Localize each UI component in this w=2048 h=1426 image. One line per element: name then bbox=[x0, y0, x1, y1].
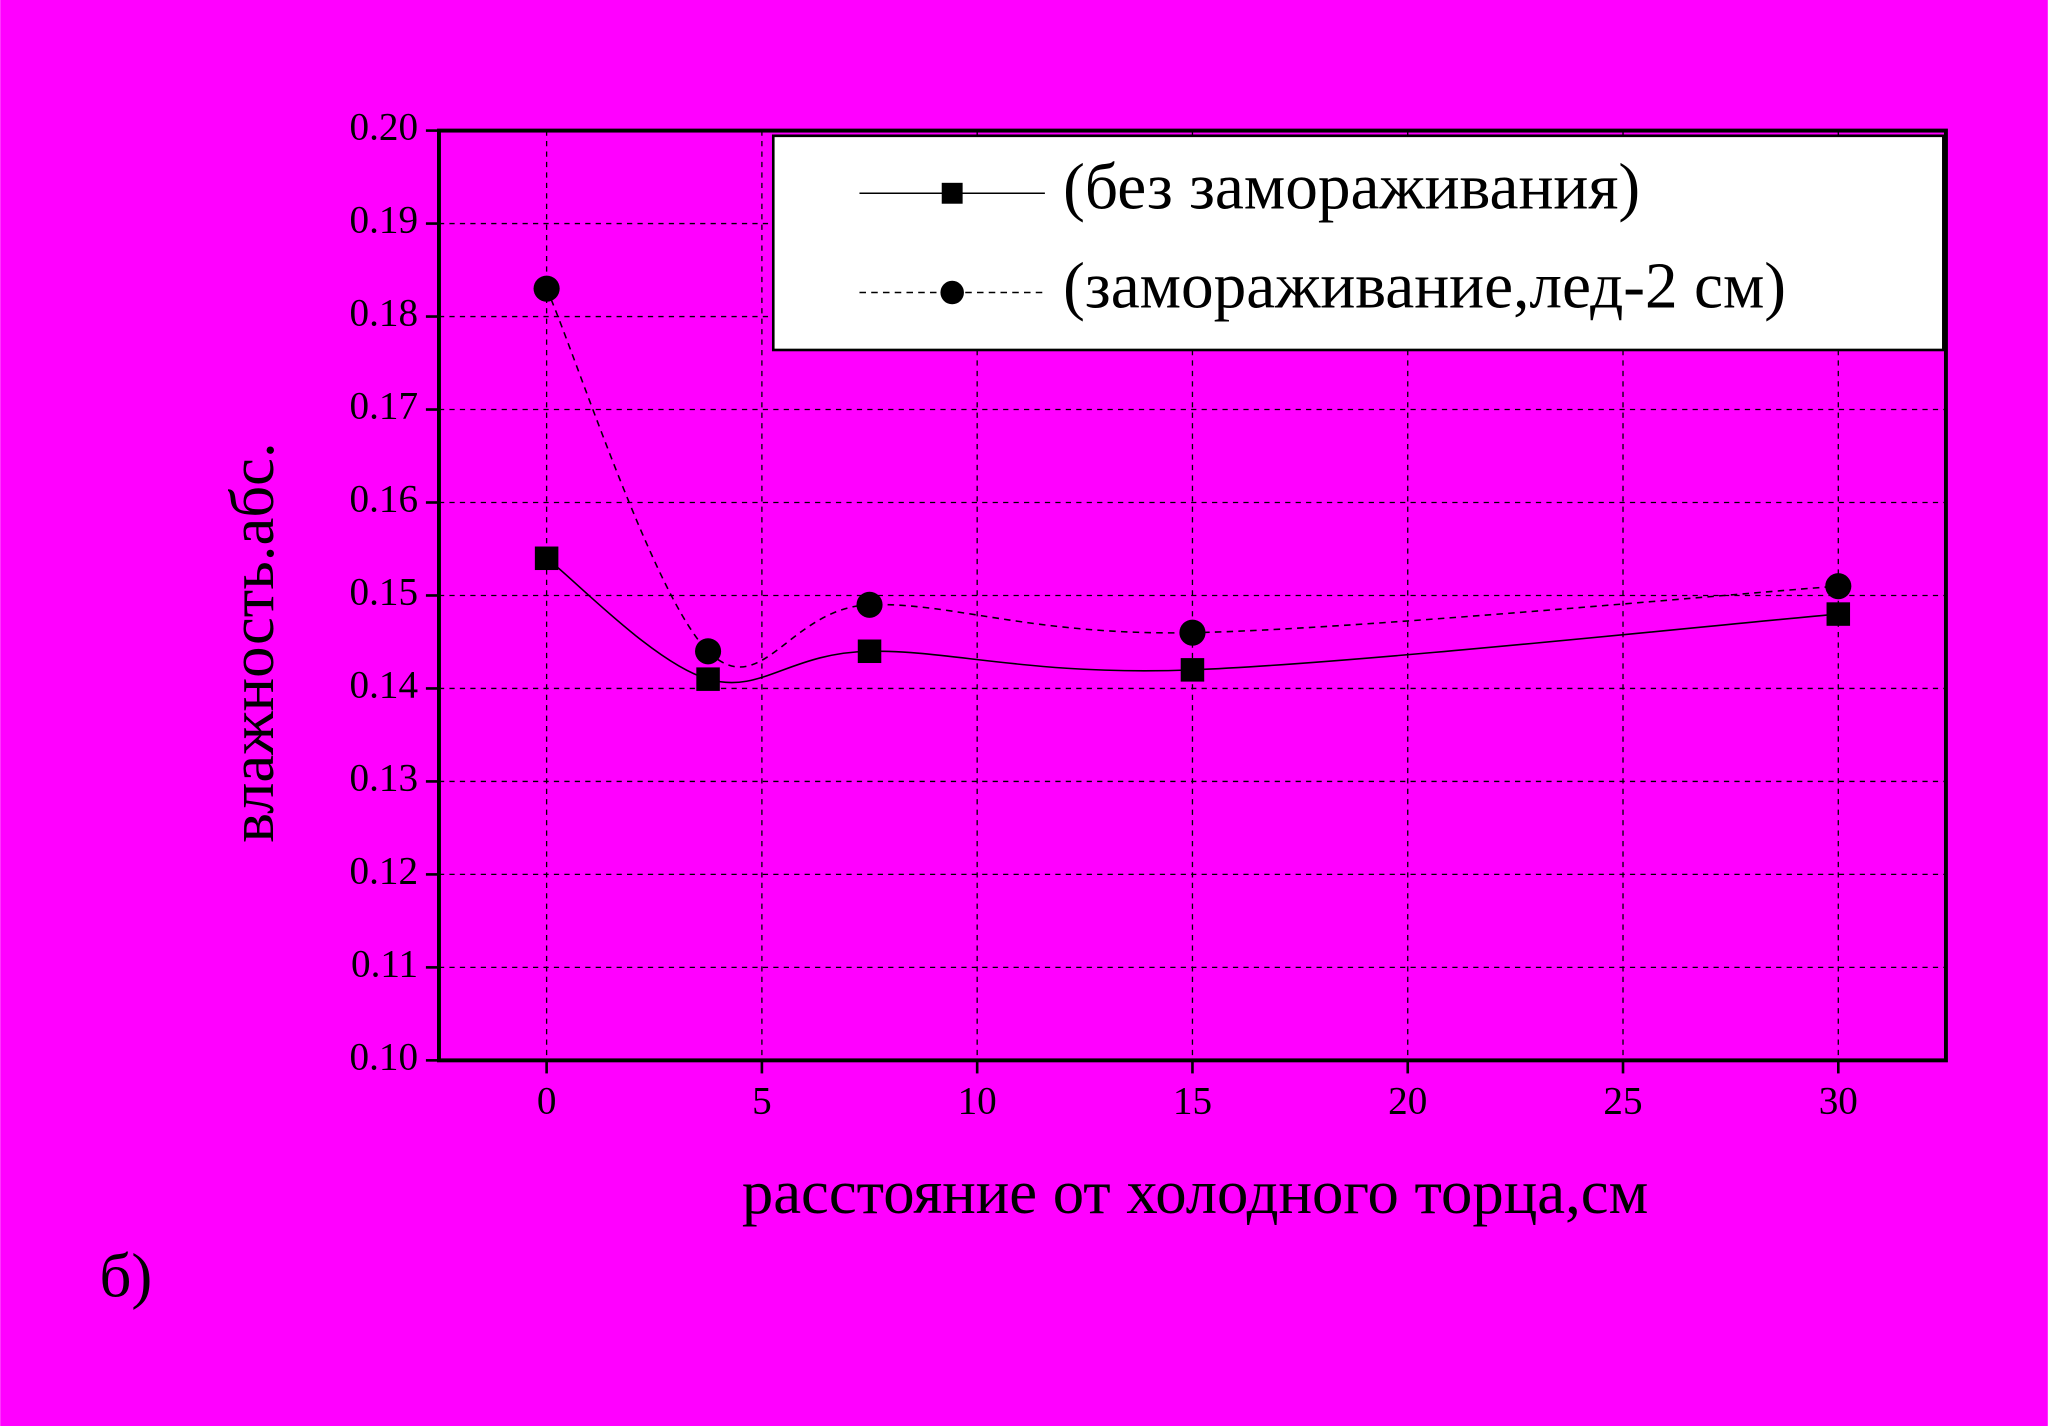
x-axis-label: расстояние от холодного торца,см bbox=[742, 1157, 1648, 1227]
y-tick-label: 0.17 bbox=[350, 385, 419, 428]
y-tick-label: 0.12 bbox=[350, 849, 419, 892]
x-tick-label: 30 bbox=[1819, 1080, 1858, 1123]
x-tick-label: 25 bbox=[1603, 1080, 1642, 1123]
legend-box bbox=[771, 134, 1945, 352]
y-tick-label: 0.13 bbox=[350, 756, 419, 799]
x-tick-label: 15 bbox=[1173, 1080, 1212, 1123]
y-tick-label: 0.14 bbox=[350, 663, 419, 706]
marker bbox=[857, 639, 882, 664]
y-tick-label: 0.20 bbox=[350, 106, 419, 149]
series-line bbox=[546, 557, 1839, 684]
legend-marker bbox=[941, 182, 963, 204]
marker bbox=[534, 546, 559, 571]
x-tick-label: 10 bbox=[958, 1080, 997, 1123]
x-tick-label: 5 bbox=[752, 1080, 772, 1123]
marker bbox=[533, 275, 560, 302]
legend-label: (без замораживания) bbox=[1063, 151, 1640, 223]
y-tick-label: 0.15 bbox=[350, 570, 419, 613]
y-tick-label: 0.18 bbox=[350, 292, 419, 335]
plot-frame bbox=[437, 128, 1948, 1063]
x-tick-label: 20 bbox=[1388, 1080, 1427, 1123]
marker bbox=[696, 667, 720, 691]
y-tick-label: 0.11 bbox=[351, 942, 418, 985]
marker bbox=[1179, 619, 1206, 646]
marker bbox=[1826, 602, 1851, 626]
x-tick-label: 0 bbox=[537, 1080, 557, 1123]
marker bbox=[856, 591, 883, 618]
y-tick-label: 0.16 bbox=[350, 477, 419, 520]
legend-label: (замораживание,лед-2 см) bbox=[1063, 250, 1786, 322]
marker bbox=[695, 638, 722, 665]
y-axis-label: влажность.абс. bbox=[217, 442, 287, 842]
y-tick-label: 0.19 bbox=[350, 199, 419, 242]
legend-marker bbox=[940, 280, 964, 305]
marker bbox=[1825, 573, 1852, 600]
panel-label: б) bbox=[99, 1241, 152, 1311]
y-tick-label: 0.10 bbox=[350, 1035, 419, 1078]
marker bbox=[1180, 658, 1205, 682]
